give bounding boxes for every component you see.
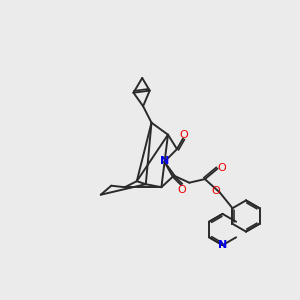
Text: O: O	[218, 163, 226, 173]
Text: O: O	[179, 130, 188, 140]
Text: O: O	[177, 184, 186, 195]
Text: N: N	[160, 155, 169, 166]
Text: O: O	[211, 186, 220, 196]
Text: N: N	[218, 240, 227, 250]
